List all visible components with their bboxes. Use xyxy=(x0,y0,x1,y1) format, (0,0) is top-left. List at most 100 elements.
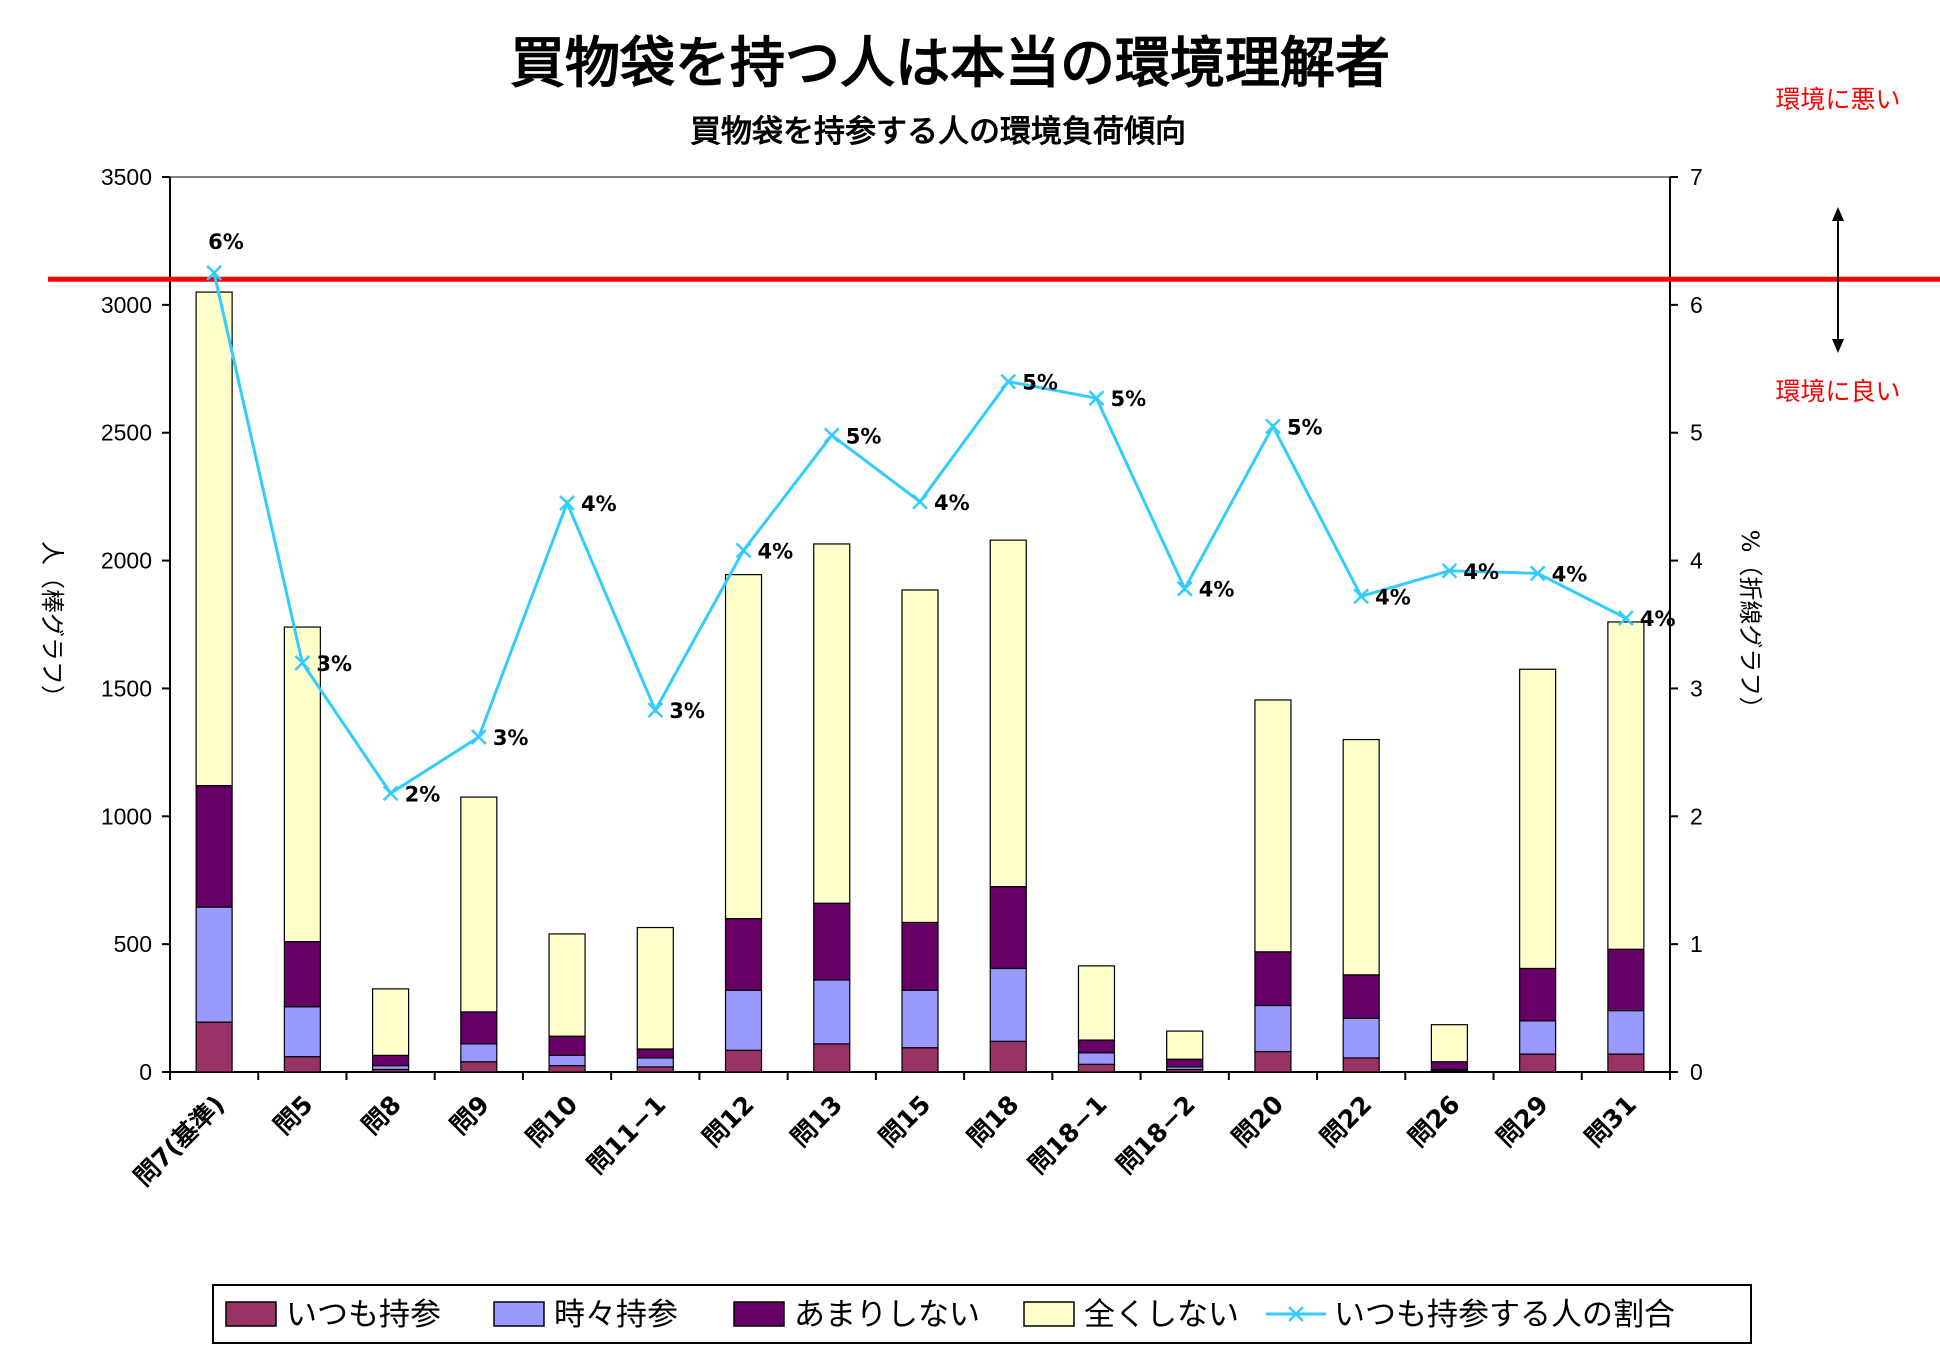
bar-segment-4 xyxy=(371,988,410,1056)
x-axis-ticks xyxy=(169,1072,1671,1080)
y2-tick-label: 3 xyxy=(1690,675,1703,701)
y-tick-label: 500 xyxy=(114,931,152,957)
ratio-data-label: 5% xyxy=(1110,387,1146,411)
bar-segment-1 xyxy=(901,1047,939,1073)
ratio-point-cross-b xyxy=(735,542,752,559)
bar-segment-1 xyxy=(636,1066,674,1073)
category-label: 問20 xyxy=(1226,1090,1289,1153)
y2-axis-ticks: 0 1 2 3 4 5 6 7 xyxy=(1670,164,1703,1085)
bar-segment-2 xyxy=(1254,1004,1292,1053)
legend-item: あまりしない xyxy=(733,1297,980,1333)
category-label: 問18−1 xyxy=(1023,1090,1113,1180)
ratio-point-cross-b xyxy=(647,702,664,719)
ratio-data-label: 5% xyxy=(1287,415,1323,439)
bar-segment-2 xyxy=(901,989,939,1049)
annotation-bad: 環境に悪い xyxy=(1775,85,1900,114)
category-label: 問15 xyxy=(873,1090,936,1153)
ratio-point xyxy=(1353,588,1370,605)
y-tick-label: 2000 xyxy=(101,548,152,574)
legend-label: 時々持参 xyxy=(554,1297,678,1333)
legend-label: いつも持参 xyxy=(286,1297,441,1333)
bar-segment-2 xyxy=(1607,1010,1645,1055)
chart-subtitle: 買物袋を持参する人の環境負荷傾向 xyxy=(690,114,1186,150)
y-tick-label: 1000 xyxy=(101,803,152,829)
legend-label: いつも持参する人の割合 xyxy=(1334,1297,1675,1333)
bar-segment-3 xyxy=(1342,974,1380,1019)
ratio-data-label: 4% xyxy=(934,491,970,515)
ratio-data-label: 4% xyxy=(1375,585,1411,609)
y2-axis-title: %（折線グラフ） xyxy=(1736,530,1764,721)
y-tick-label: 3000 xyxy=(101,292,152,318)
ratio-line-series xyxy=(206,265,1634,802)
bar-segment-1 xyxy=(1607,1053,1645,1073)
category-label: 問31 xyxy=(1579,1090,1642,1153)
legend-swatch xyxy=(225,1301,277,1327)
legend-swatch xyxy=(493,1301,545,1327)
bar-segment-2 xyxy=(195,906,233,1023)
ratio-point xyxy=(823,427,840,444)
ratio-point-cross-b xyxy=(912,493,928,510)
bar-segment-3 xyxy=(371,1054,410,1067)
bar-segment-3 xyxy=(989,886,1027,970)
ratio-point xyxy=(1176,580,1193,597)
category-label: 問7(基準) xyxy=(128,1090,230,1192)
bar-segment-3 xyxy=(283,940,321,1008)
legend-frame xyxy=(212,1284,1752,1344)
ratio-data-label: 4% xyxy=(758,539,794,563)
bar-segment-1 xyxy=(460,1061,498,1073)
bar-segment-4 xyxy=(195,291,233,787)
y-tick-label: 1500 xyxy=(101,675,152,701)
bar-segment-1 xyxy=(283,1056,321,1073)
bar-segment-3 xyxy=(1077,1039,1116,1054)
bar-segment-4 xyxy=(1607,621,1645,950)
y-axis-title: 人（棒グラフ） xyxy=(38,541,66,709)
bar-segment-4 xyxy=(1430,1024,1469,1063)
ratio-point-cross-b xyxy=(382,785,399,802)
bar-segment-2 xyxy=(283,1006,321,1058)
ratio-point xyxy=(735,542,752,559)
category-label: 問12 xyxy=(697,1090,760,1153)
ratio-data-label: 4% xyxy=(1552,562,1588,586)
bar-segment-3 xyxy=(460,1011,498,1045)
category-label: 問9 xyxy=(445,1090,495,1140)
legend-item: 時々持参 xyxy=(493,1297,678,1333)
y2-tick-label: 1 xyxy=(1690,931,1703,957)
ratio-point-cross-b xyxy=(1353,588,1370,605)
ratio-point xyxy=(912,493,928,510)
category-label: 問13 xyxy=(785,1090,848,1153)
ratio-point xyxy=(1000,373,1017,390)
category-label: 問22 xyxy=(1315,1090,1378,1153)
bar-segment-4 xyxy=(283,626,321,943)
ratio-data-label: 3% xyxy=(493,726,529,750)
bar-series xyxy=(195,291,1645,1073)
bar-segment-4 xyxy=(1254,699,1292,953)
legend: いつも持参 時々持参 あまりしない 全くしない いつも持参する人の割合 xyxy=(212,1284,1752,1344)
legend-item: いつも持参 xyxy=(225,1297,441,1333)
ratio-point-cross-b xyxy=(1265,418,1281,435)
ratio-point xyxy=(1265,418,1281,435)
ratio-data-label: 2% xyxy=(405,782,441,806)
bar-segment-1 xyxy=(813,1043,851,1073)
ratio-point xyxy=(470,729,487,745)
category-label: 問29 xyxy=(1491,1090,1554,1153)
ratio-point-cross-b xyxy=(1000,373,1017,390)
legend-label: 全くしない xyxy=(1084,1297,1239,1333)
ratio-point-cross-b xyxy=(470,729,487,745)
bar-segment-2 xyxy=(1342,1017,1380,1059)
ratio-data-label: 3% xyxy=(669,699,705,723)
y-tick-label: 0 xyxy=(139,1059,152,1085)
bar-segment-3 xyxy=(1254,951,1292,1007)
y2-tick-label: 7 xyxy=(1690,164,1703,190)
ratio-point xyxy=(1441,562,1458,579)
ratio-data-label: 4% xyxy=(581,492,617,516)
bar-segment-4 xyxy=(460,796,498,1013)
ratio-point-cross-b xyxy=(823,427,840,444)
ratio-data-label: 4% xyxy=(1463,560,1499,584)
bar-segment-1 xyxy=(1342,1057,1380,1073)
category-label: 問11−1 xyxy=(582,1090,672,1180)
bar-segment-3 xyxy=(724,917,763,991)
bar-segment-2 xyxy=(989,967,1027,1042)
y2-tick-label: 2 xyxy=(1690,803,1703,829)
y2-tick-label: 5 xyxy=(1690,420,1703,446)
